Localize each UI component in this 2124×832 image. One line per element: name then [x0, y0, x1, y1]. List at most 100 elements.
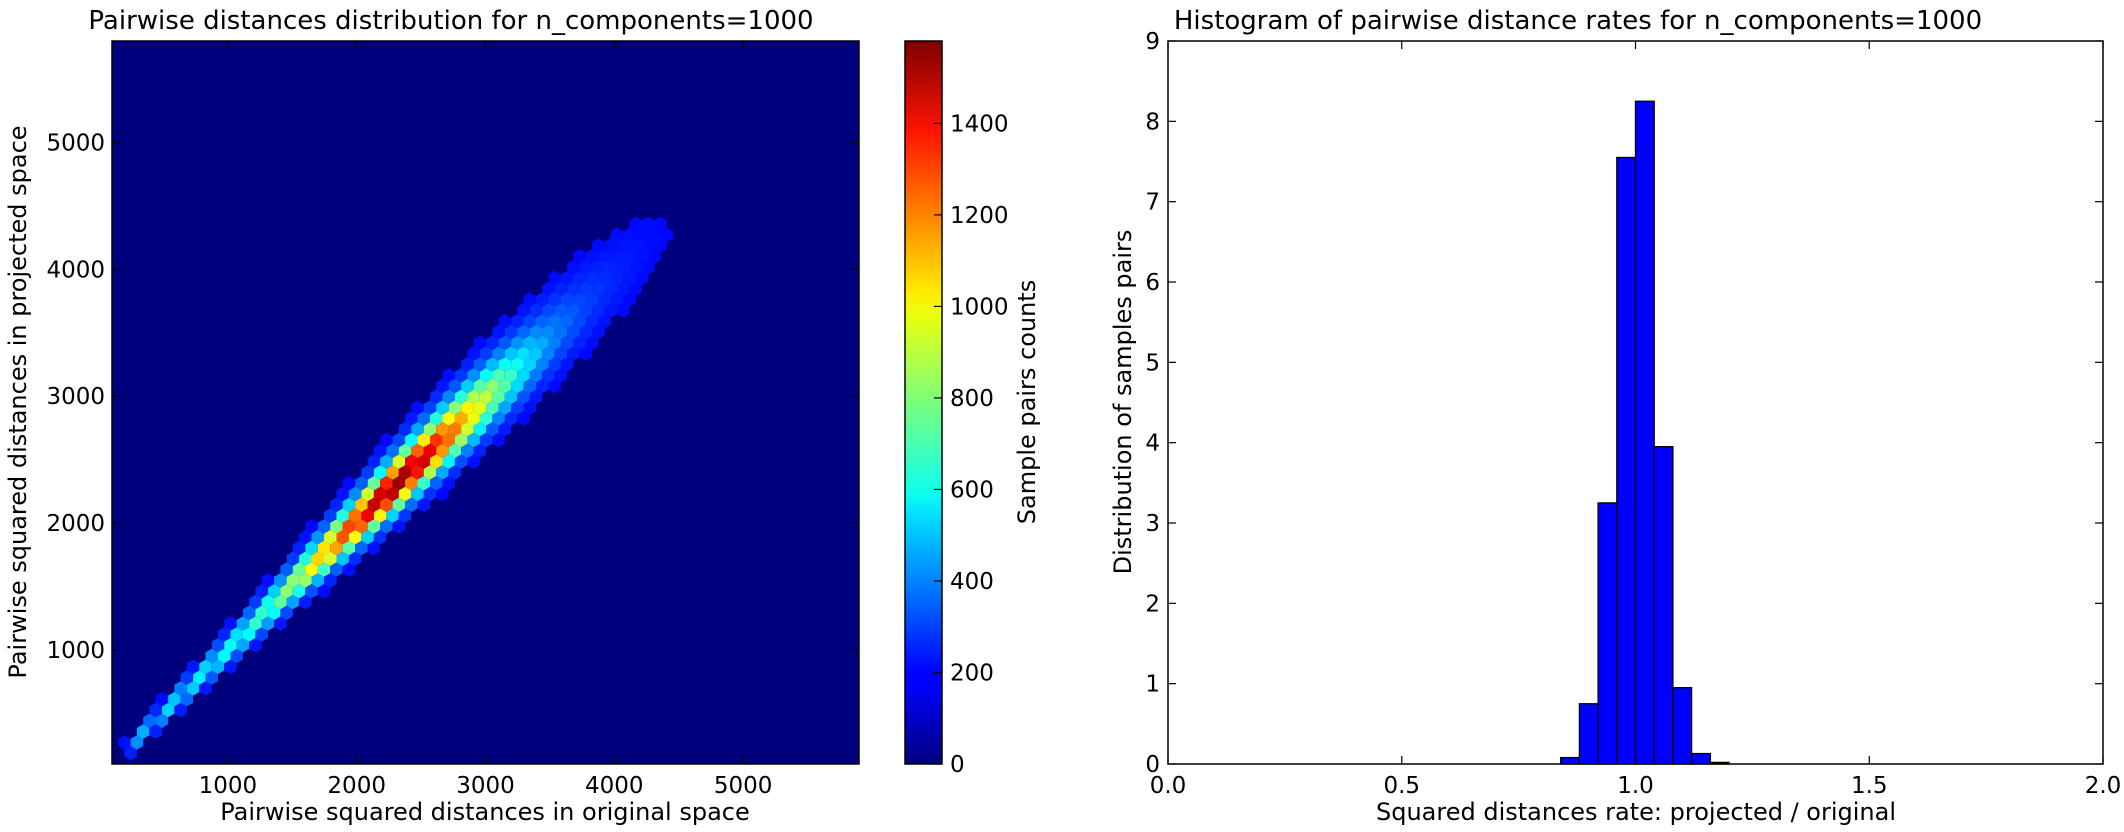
histogram-y-tick-label: 0 [1145, 752, 1160, 778]
hexbin-cell [560, 314, 574, 329]
hexbin-y-tick-label: 4000 [46, 257, 105, 283]
hexbin-cell [180, 692, 194, 707]
hexbin-cell [342, 562, 356, 577]
hexbin-cell [536, 357, 549, 372]
hexbin-cell [336, 551, 349, 566]
hexbin-cell [324, 573, 337, 588]
hexbin-cell [342, 540, 356, 556]
hexbin-cell [604, 303, 618, 318]
hexbin-cell [473, 400, 487, 415]
hexbin-cell [317, 519, 331, 534]
hexbin-cell [554, 368, 568, 383]
hexbin-cell [642, 216, 655, 232]
hexbin-cell [361, 508, 374, 523]
hexbin-cell [398, 443, 412, 458]
histogram-bar [1653, 446, 1674, 765]
hexbin-cell [405, 497, 418, 512]
hexbin-cell [498, 335, 512, 350]
hexbin-cell [461, 378, 474, 394]
hexbin-cell [286, 594, 300, 610]
hexbin-cell [454, 368, 468, 383]
hexbin-cell [224, 616, 237, 631]
hexbin-cell [299, 573, 312, 588]
hexbin-cell [180, 670, 194, 685]
hexbin-cell [442, 389, 455, 404]
hexbin-cell [604, 238, 618, 253]
histogram-y-tick-label: 8 [1145, 109, 1160, 135]
hexbin-cell [461, 400, 474, 415]
hexbin-cell [342, 476, 356, 491]
hexbin-cell [642, 238, 655, 253]
histogram-y-tick-label: 7 [1145, 190, 1160, 216]
hexbin-cell [579, 324, 593, 340]
hexbin-cell [523, 378, 536, 394]
hexbin-cell [554, 346, 568, 361]
hexbin-cell [623, 227, 636, 242]
hexbin-cell [454, 411, 468, 426]
hexbin-cell [224, 638, 237, 653]
colorbar-tick-label: 800 [950, 386, 994, 412]
hexbin-cell [405, 432, 418, 448]
colorbar-tick-label: 200 [950, 660, 994, 686]
hexbin-cell [380, 497, 393, 512]
histogram-bar [1634, 100, 1655, 765]
hexbin-cell [398, 422, 412, 437]
hexbin-cell [255, 584, 268, 599]
hexbin-cell [168, 692, 181, 707]
hexbin-cell [629, 216, 642, 232]
hexbin-cell [398, 508, 412, 523]
hexbin-cell [492, 346, 505, 361]
hexbin-cell [567, 346, 580, 361]
hexbin-cell [199, 681, 212, 696]
hexbin-cell [536, 378, 549, 394]
hexbin-cell [398, 465, 412, 480]
hexbin-cell [529, 303, 543, 318]
hexbin-cell [635, 249, 649, 264]
hexbin-cell [317, 540, 331, 556]
histogram-y-tick-label: 6 [1145, 270, 1160, 296]
hexbin-cell [573, 249, 586, 264]
hexbin-cell [436, 378, 449, 394]
hexbin-y-tick-label: 5000 [46, 130, 105, 156]
hexbin-cell [623, 292, 636, 307]
hexbin-cell [642, 260, 655, 275]
hexbin-cell [511, 378, 524, 394]
hexbin-panel: Pairwise distances distribution for n_co… [4, 6, 860, 826]
hexbin-cell [355, 540, 368, 556]
hexbin-cell [486, 422, 499, 437]
hexbin-cell [623, 249, 636, 264]
hexbin-cell [336, 486, 349, 502]
histogram-x-tick-label: 1.5 [1851, 773, 1888, 799]
hexbin-cell [380, 454, 393, 469]
hexbin-cell [136, 724, 150, 739]
hexbin-cell [361, 530, 374, 545]
hexbin-cell [585, 314, 599, 329]
hexbin-cell [423, 422, 437, 437]
hexbin-cell [511, 357, 524, 372]
hexbin-cell [280, 562, 293, 577]
hexbin-cell [573, 314, 586, 329]
hexbin-cell [511, 314, 524, 329]
hexbin-cell [542, 346, 555, 361]
hexbin-cell [417, 476, 430, 491]
hexbin-cell [592, 303, 605, 318]
hexbin-cell [218, 648, 231, 664]
hexbin-cell [517, 411, 530, 426]
hexbin-cell [218, 627, 231, 642]
hexbin-cell [517, 346, 530, 361]
hexbin-cell [205, 648, 218, 664]
hexbin-cell [479, 368, 493, 383]
histogram-bars [1560, 100, 1730, 765]
hexbin-cell [342, 519, 356, 534]
hexbin-cell [579, 260, 593, 275]
hexbin-cell [511, 400, 524, 415]
hexbin-cell [648, 227, 661, 242]
hexbin-cell [311, 573, 324, 588]
hexbin-cell [324, 530, 337, 545]
hexbin-cell [629, 281, 642, 296]
hexbin-cell [355, 519, 368, 534]
hexbin-cell [392, 519, 406, 534]
hexbin-cell [461, 443, 474, 458]
hexbin-cell [155, 692, 169, 707]
hexbin-cell [617, 238, 630, 253]
